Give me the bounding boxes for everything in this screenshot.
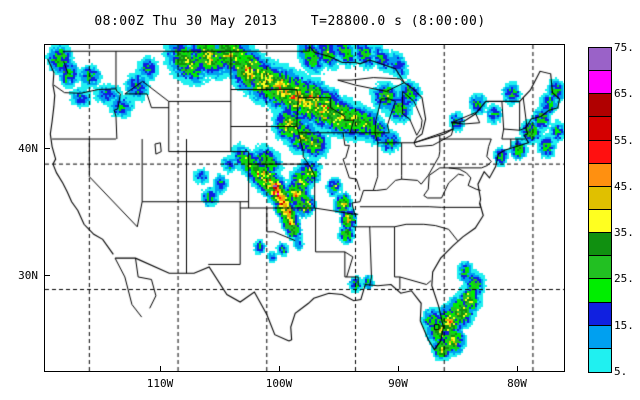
xtick-label-110w: 110W <box>146 377 174 390</box>
colorbar-label-5: 5. <box>614 365 628 378</box>
map-plot-area[interactable] <box>44 44 565 372</box>
ytick-label-30n: 30N <box>18 269 38 282</box>
xtick-mark-90w <box>398 366 399 372</box>
colorbar-band-10-15 <box>589 325 611 349</box>
colorbar-label-25: 25. <box>614 272 634 286</box>
colorbar-label-55: 55. <box>614 133 634 147</box>
colorbar-band-45-50 <box>589 163 611 187</box>
colorbar-band-50-55 <box>589 140 611 164</box>
reflectivity-colorbar <box>588 47 612 373</box>
xtick-mark-100w <box>279 366 280 372</box>
colorbar-label-65: 65. <box>614 87 634 101</box>
colorbar-band-30-35 <box>589 233 611 257</box>
colorbar-band-65-70 <box>589 71 611 95</box>
xtick-mark-80w <box>517 366 518 372</box>
figure-title: 08:00Z Thu 30 May 2013 T=28800.0 s (8:00… <box>94 14 486 29</box>
colorbar-band-25-30 <box>589 256 611 280</box>
colorbar-band-35-40 <box>589 209 611 234</box>
colorbar-label-45: 45. <box>614 179 634 193</box>
xtick-label-100w: 100W <box>265 377 293 390</box>
colorbar-band-55-60 <box>589 117 611 141</box>
colorbar-band-15-20 <box>589 302 611 326</box>
xtick-mark-110w <box>160 366 161 372</box>
colorbar-band-40-45 <box>589 186 611 210</box>
colorbar-label-15: 15. <box>614 318 634 332</box>
xtick-label-90w: 90W <box>388 377 408 390</box>
ytick-label-40n: 40N <box>18 142 38 155</box>
colorbar-band-60-65 <box>589 94 611 118</box>
ytick-mark-40n <box>44 148 50 149</box>
colorbar-label-35: 35. <box>614 226 634 240</box>
colorbar-band-5-10 <box>589 348 611 372</box>
reflectivity-raster <box>45 45 564 371</box>
colorbar-label-75: 75. <box>614 41 634 54</box>
colorbar-band-20-25 <box>589 279 611 303</box>
ytick-mark-30n <box>44 275 50 276</box>
xtick-label-80w: 80W <box>507 377 527 390</box>
colorbar-band-70-75 <box>589 48 611 72</box>
